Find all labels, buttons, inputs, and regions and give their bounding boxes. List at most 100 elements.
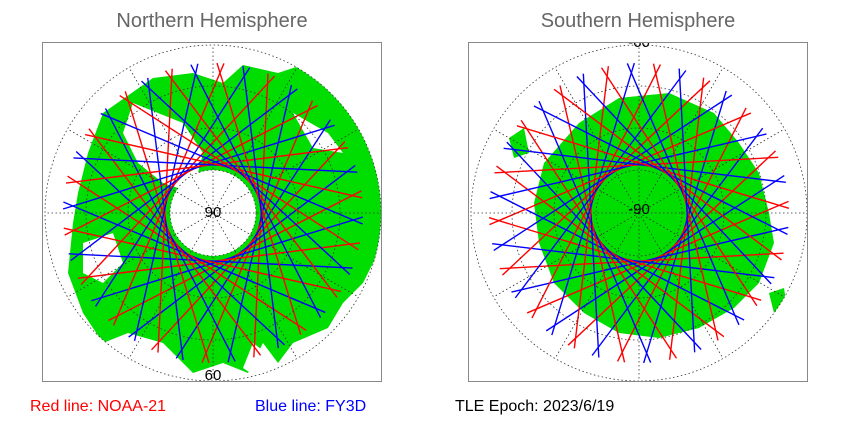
polar-map-south: -90 -60 [470, 43, 807, 381]
orbit-track [190, 64, 322, 318]
orbit-track [112, 63, 225, 326]
orbit-track [492, 242, 775, 279]
orbit-track [616, 107, 747, 362]
orbit-track [511, 226, 789, 293]
orbit-track [516, 125, 790, 209]
northern-hemisphere-map: 90 60 [42, 42, 382, 382]
latitude-circle [85, 85, 341, 341]
orbit-track [108, 190, 362, 322]
orbit-track [68, 253, 353, 269]
orbit-track [559, 85, 626, 363]
orbit-track [678, 68, 696, 353]
orbit-track [582, 73, 600, 358]
orbit-track [493, 94, 733, 252]
orbit-tracks-south [488, 62, 790, 364]
meridian-line [128, 67, 214, 214]
orbit-track [88, 128, 262, 356]
orbit-track [175, 119, 332, 359]
orbit-track [201, 100, 314, 363]
orbit-track [119, 94, 359, 251]
orbit-track [133, 63, 199, 342]
orbit-track [128, 164, 356, 338]
orbit-track [494, 156, 779, 174]
latitude-circle [169, 169, 257, 257]
meridian-line [212, 128, 359, 214]
orbit-track [531, 64, 662, 319]
orbit-track [576, 75, 772, 285]
orbit-track [643, 90, 727, 364]
orbit-track [157, 68, 173, 353]
orbit-track [67, 175, 307, 332]
orbit-track [573, 66, 610, 349]
orbit-track [77, 242, 361, 279]
meridian-line [554, 67, 640, 214]
orbit-track [489, 112, 752, 226]
orbit-track [520, 119, 678, 359]
orbit-track [626, 63, 740, 326]
orbit-track [70, 88, 298, 262]
southern-hemisphere-title: Southern Hemisphere [540, 10, 736, 32]
southern-hemisphere-map: -90 -60 [468, 42, 808, 382]
orbit-track [490, 190, 745, 321]
legend-noaa21: Red line: NOAA-21 [30, 398, 167, 415]
meridian-line [638, 67, 724, 214]
orbit-track [503, 147, 786, 184]
orbit-track [62, 124, 335, 210]
orbit-track [100, 112, 363, 225]
orbit-track [216, 62, 302, 335]
tle-epoch: TLE Epoch: 2023/6/19 [455, 398, 615, 415]
orbit-track [91, 216, 364, 302]
orbit-track [600, 67, 758, 307]
northern-hemisphere-title: Northern Hemisphere [116, 10, 308, 32]
meridian-line [67, 212, 214, 298]
orbit-track [242, 65, 279, 349]
orbit-track [591, 127, 764, 356]
orbit-track [253, 73, 269, 358]
meridian-line [128, 212, 214, 359]
orbit-track [499, 252, 784, 270]
meridian-line [638, 212, 785, 298]
orbit-track [104, 108, 236, 362]
orbit-track [489, 133, 767, 200]
latitude-circle [511, 85, 767, 341]
meridian-line [554, 212, 640, 359]
orbit-track [64, 104, 318, 236]
meridian-line [212, 212, 359, 298]
orbit-track [652, 63, 719, 341]
orbit-track [514, 70, 687, 299]
orbit-track [94, 67, 251, 307]
orbit-track [147, 77, 184, 361]
orbit-track [501, 80, 711, 276]
orbit-tracks-north [62, 62, 364, 364]
edge-label-north: 60 [205, 367, 222, 382]
orbit-track [526, 200, 789, 314]
graticule-north [45, 45, 381, 381]
meridian-line [67, 128, 214, 214]
orbit-track [668, 77, 705, 360]
orbit-track [80, 75, 276, 285]
orbit-track [63, 227, 342, 293]
orbit-track [553, 88, 782, 261]
latitude-circle [595, 169, 683, 257]
orbit-track [73, 157, 358, 173]
orbit-track [124, 91, 210, 364]
orbit-track [150, 141, 346, 351]
orbit-track [164, 70, 338, 298]
meridian-line [638, 212, 724, 359]
orbit-track [65, 147, 349, 184]
orbit-track [496, 165, 725, 338]
orbit-track [227, 84, 293, 363]
polar-map-north: 90 60 [44, 44, 381, 382]
meridian-line [212, 67, 298, 214]
ocean-north [83, 103, 343, 378]
orbit-track [141, 80, 351, 276]
orbit-track [551, 62, 635, 336]
orbit-track [545, 174, 785, 332]
pole-label-south: -90 [628, 201, 650, 218]
pole-label-north: 90 [205, 204, 222, 221]
graticule-south [471, 45, 807, 381]
legend-fy3d: Blue line: FY3D [255, 398, 367, 415]
orbit-track [567, 150, 777, 346]
meridian-line [638, 128, 785, 214]
orbit-track [75, 150, 285, 346]
